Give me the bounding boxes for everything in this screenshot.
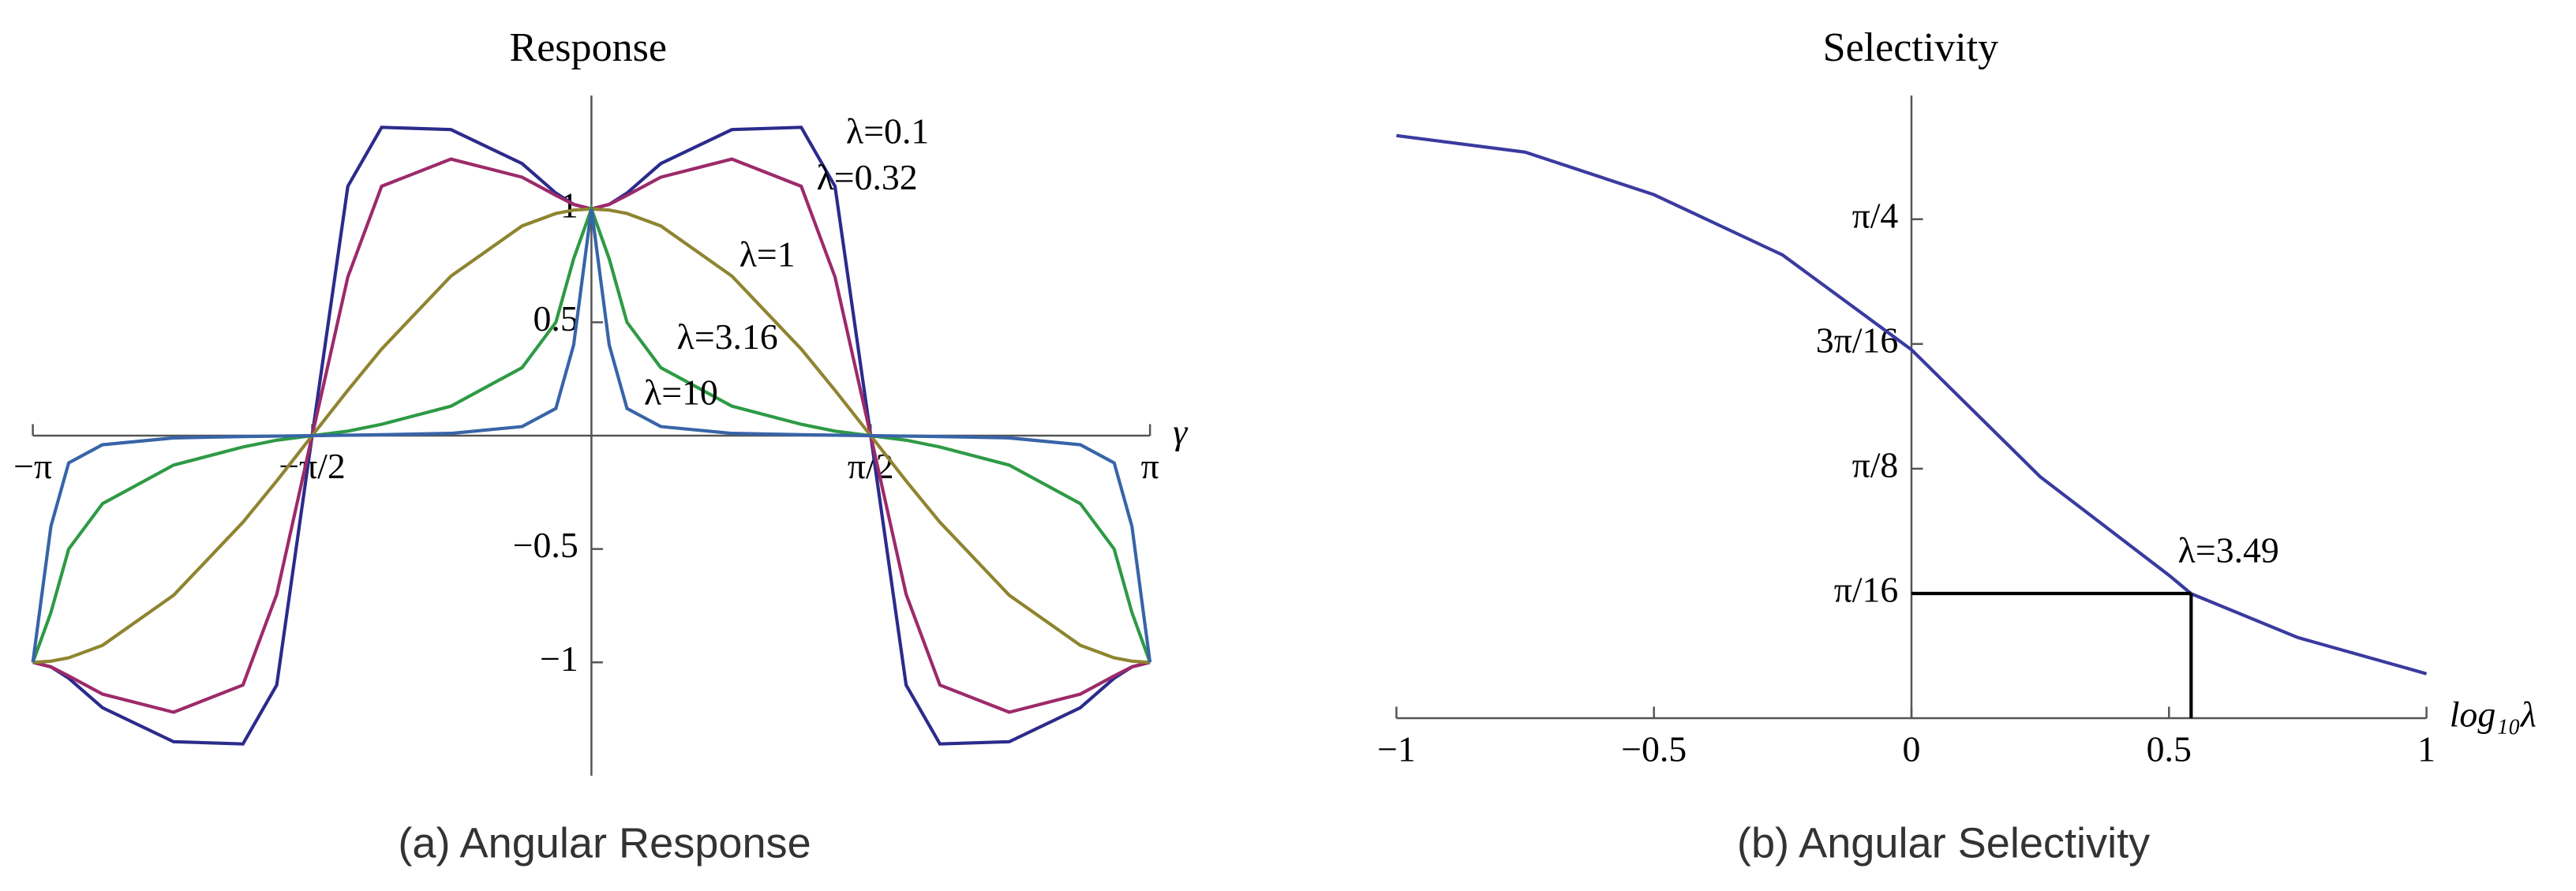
chart-title: Selectivity — [1823, 25, 1999, 70]
x-tick-label: 0 — [1903, 728, 1921, 769]
x-tick-label: π/2 — [848, 446, 894, 486]
series-label: λ=3.16 — [677, 316, 778, 357]
x-tick-label: −π — [13, 446, 52, 486]
x-axis-label: log₁₀λ — [2450, 694, 2537, 735]
caption: (a) Angular Response — [398, 820, 811, 867]
x-tick-label: −1 — [1377, 728, 1416, 769]
series-label: λ=1 — [739, 234, 796, 275]
y-tick-label: π/4 — [1852, 195, 1899, 235]
y-tick-label: 3π/16 — [1816, 320, 1899, 360]
x-tick-label: 1 — [2417, 728, 2436, 769]
x-tick-label: π — [1141, 446, 1159, 486]
y-tick-label: π/16 — [1834, 569, 1899, 609]
series-line — [31, 208, 1152, 663]
y-tick-label: π/8 — [1852, 444, 1899, 485]
series-label: λ=0.32 — [817, 157, 918, 197]
y-tick-label: −0.5 — [513, 525, 578, 565]
series-label: λ=0.1 — [846, 111, 929, 152]
caption: (b) Angular Selectivity — [1737, 820, 2150, 867]
chart-title: Response — [510, 25, 667, 70]
x-axis-label: γ — [1173, 412, 1189, 452]
y-tick-label: −1 — [540, 638, 578, 679]
x-tick-label: 0.5 — [2147, 728, 2192, 769]
annotation-label: λ=3.49 — [2178, 530, 2279, 571]
x-tick-label: −0.5 — [1621, 728, 1687, 769]
y-tick-label: 1 — [560, 185, 578, 225]
series-label: λ=10 — [644, 372, 718, 413]
series-line — [1396, 133, 2428, 676]
